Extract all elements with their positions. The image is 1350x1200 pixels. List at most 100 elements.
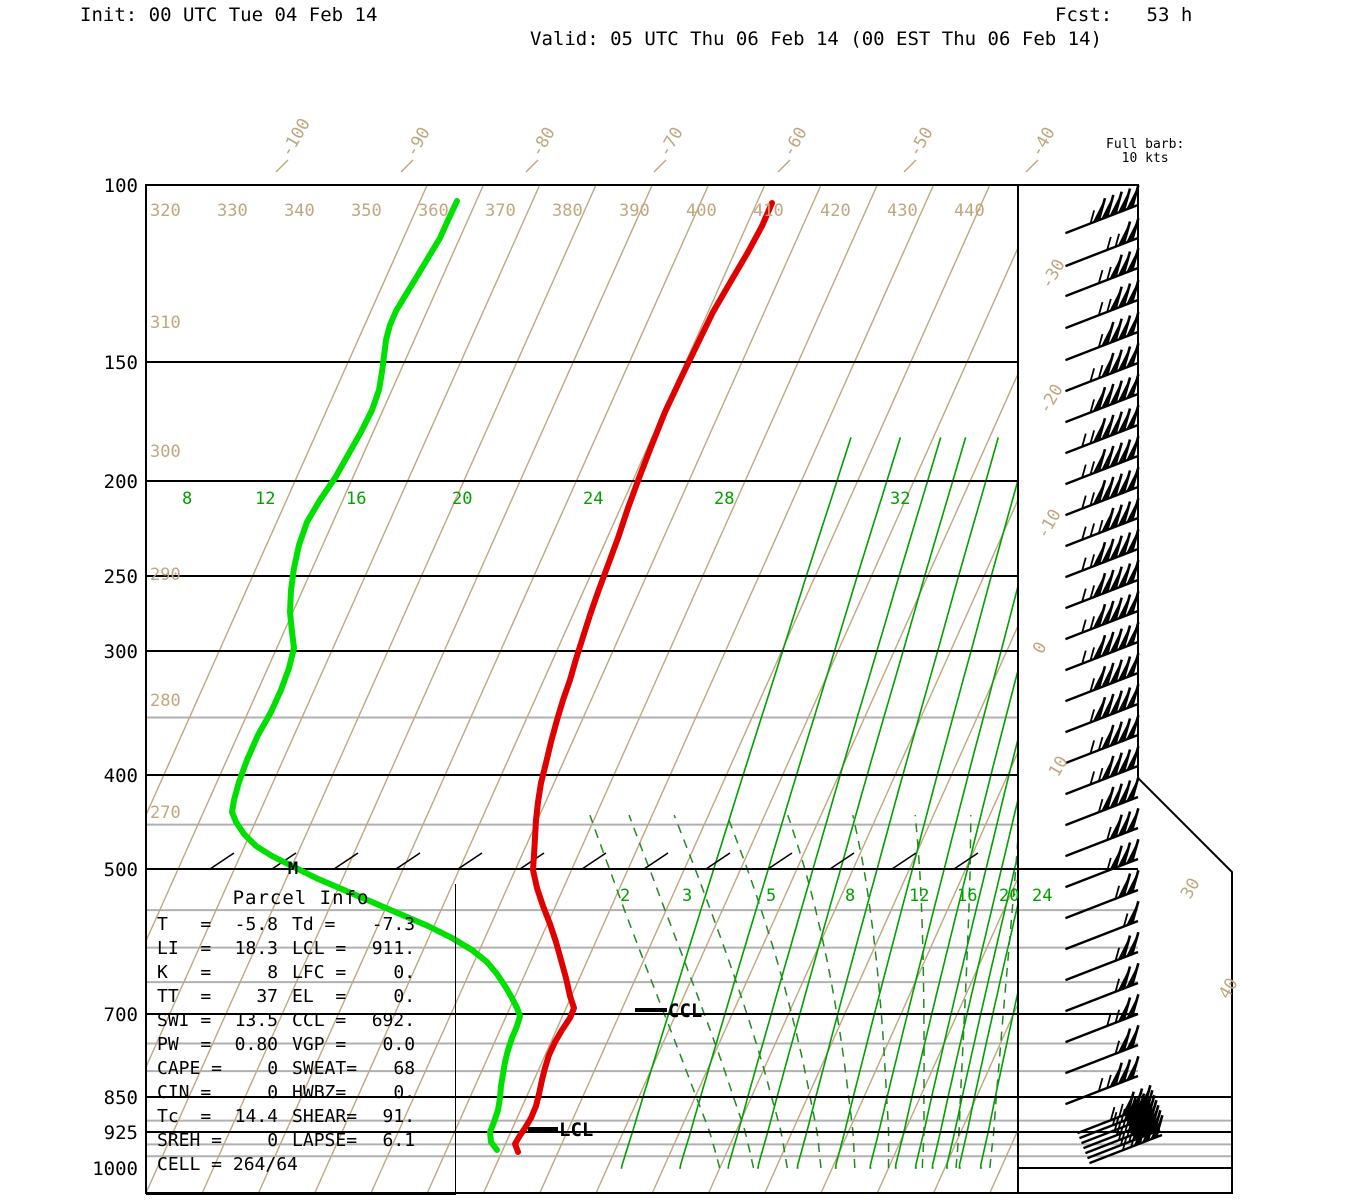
pressure-tick-300: 300 bbox=[104, 641, 138, 663]
temperature-curve bbox=[512, 200, 775, 1155]
wind-barb bbox=[1065, 1024, 1140, 1075]
top-temp-tick--100: -100 bbox=[277, 115, 315, 160]
parcel-info-title: Parcel Info bbox=[232, 887, 370, 909]
init-time-label: Init: 00 UTC Tue 04 Feb 14 bbox=[80, 4, 378, 26]
theta-label-380: 380 bbox=[552, 201, 583, 221]
parcel-cell-v1: 8 bbox=[267, 961, 279, 983]
wind-barb bbox=[1065, 466, 1140, 517]
parcel-cell-v2: 0.0 bbox=[382, 1033, 416, 1055]
mixing-ratio-20 bbox=[914, 735, 1018, 1169]
parcel-cell-v1: 0 bbox=[267, 1081, 279, 1103]
isotherm--40 bbox=[539, 185, 991, 1193]
ccl-annotation: CCL bbox=[635, 1000, 702, 1022]
wind-barb bbox=[1065, 931, 1140, 982]
top-temp-tick--60: -60 bbox=[779, 124, 812, 161]
mixing-label-upper-20: 20 bbox=[452, 489, 472, 509]
hatch-mark bbox=[705, 852, 731, 870]
hatch-mark bbox=[829, 852, 855, 870]
moist-adiabat-38 bbox=[989, 827, 1018, 1169]
theta-label-430: 430 bbox=[887, 201, 918, 221]
parcel-cell-v1: -5.8 bbox=[234, 913, 279, 935]
right-temp-tick-10: 10 bbox=[1045, 753, 1073, 781]
wind-barb bbox=[1065, 590, 1140, 641]
isotherm--70 bbox=[370, 185, 822, 1193]
isotherm-40 bbox=[989, 1128, 1018, 1193]
top-temp-tick-line bbox=[400, 159, 414, 173]
isotherm--10 bbox=[707, 498, 1018, 1193]
moist-adiabat-20 bbox=[852, 814, 890, 1168]
theta-label-390: 390 bbox=[619, 201, 650, 221]
theta-label-440: 440 bbox=[954, 201, 985, 221]
theta-label-270: 270 bbox=[150, 803, 181, 823]
wind-barb bbox=[1065, 962, 1140, 1013]
moist-adiabat-8 bbox=[726, 814, 822, 1169]
wind-barb bbox=[1065, 342, 1140, 393]
wind-barb bbox=[1065, 838, 1140, 889]
parcel-cell-v2: 6.1 bbox=[382, 1129, 416, 1151]
dewpoint-curve bbox=[229, 198, 523, 1153]
theta-labels-top: 320 330 340 350 360 370 380 390 400 410 420 430 440 bbox=[150, 201, 985, 221]
wind-barb bbox=[1065, 776, 1140, 827]
parcel-cell-k2: VGP = bbox=[292, 1033, 347, 1055]
isotherm--140 bbox=[146, 185, 428, 817]
dry-adiabat-290 bbox=[1318, 185, 1350, 1168]
lcl-annotation: LCL bbox=[528, 1119, 593, 1141]
parcel-cell-k2: EL = bbox=[292, 985, 347, 1007]
wind-barb bbox=[1065, 279, 1140, 330]
dry-adiabat-270 bbox=[1260, 185, 1350, 1168]
minor-isobar-lines bbox=[146, 716, 1232, 1158]
moist-adiabat--10 bbox=[589, 814, 721, 1169]
isotherm--20 bbox=[651, 372, 1018, 1193]
parcel-info-row: SREH = 0 LAPSE= 6.1 bbox=[157, 1128, 415, 1152]
svg-text:LCL: LCL bbox=[559, 1119, 593, 1141]
wind-barb bbox=[1065, 311, 1140, 362]
hatch-marks-500mb bbox=[209, 852, 979, 870]
theta-label-400: 400 bbox=[686, 201, 717, 221]
wind-barb bbox=[1065, 807, 1140, 858]
parcel-info-row: SWI = 13.5 CCL = 692. bbox=[157, 1008, 415, 1032]
parcel-cell-v2: -7.3 bbox=[371, 913, 416, 935]
isotherm--90 bbox=[257, 185, 710, 1193]
mixed-layer-marker: M bbox=[288, 859, 298, 879]
mixing-label-upper-8: 8 bbox=[182, 489, 192, 509]
mixing-ratio-8 bbox=[834, 477, 1018, 1169]
pressure-tick-400: 400 bbox=[104, 765, 138, 787]
hatch-mark bbox=[643, 852, 669, 870]
parcel-cell-k1: SWI = bbox=[157, 1009, 212, 1031]
right-temp-tick-0: 0 bbox=[1029, 639, 1051, 658]
top-temp-tick--70: -70 bbox=[655, 124, 688, 161]
parcel-cell-v2: 68 bbox=[393, 1057, 416, 1079]
wind-barb bbox=[1065, 528, 1140, 579]
wind-barb bbox=[1065, 497, 1140, 548]
mixing-label-lower-3: 3 bbox=[682, 886, 692, 906]
parcel-info-row: CAPE = 0 SWEAT= 68 bbox=[157, 1056, 415, 1080]
theta-label-370: 370 bbox=[485, 201, 516, 221]
hatch-mark bbox=[953, 852, 979, 870]
mixing-label-upper-12: 12 bbox=[255, 489, 275, 509]
wind-barb bbox=[1065, 900, 1140, 951]
pressure-tick-150: 150 bbox=[104, 352, 138, 374]
parcel-cell-v1: 0.80 bbox=[234, 1033, 279, 1055]
dry-adiabat-260 bbox=[1231, 185, 1350, 1168]
moist-adiabat-lines bbox=[589, 814, 1018, 1169]
theta-label-280: 280 bbox=[150, 691, 181, 711]
isotherm--60 bbox=[426, 185, 878, 1193]
isotherm-20 bbox=[876, 876, 1018, 1193]
top-temp-tick-line bbox=[777, 159, 791, 173]
mixing-label-upper-32: 32 bbox=[890, 489, 910, 509]
theta-label-360: 360 bbox=[418, 201, 449, 221]
wind-barb bbox=[1065, 185, 1140, 235]
theta-label-420: 420 bbox=[820, 201, 851, 221]
theta-label-290: 290 bbox=[150, 565, 181, 585]
mixing-label-upper-16: 16 bbox=[346, 489, 366, 509]
wind-barb bbox=[1065, 621, 1140, 672]
wind-barb bbox=[1065, 869, 1140, 920]
parcel-cell-k1: LI = bbox=[157, 937, 212, 959]
parcel-cell-v1: 0 bbox=[267, 1057, 279, 1079]
mixing-ratio-2 bbox=[727, 437, 942, 1169]
wind-barb bbox=[1065, 247, 1140, 298]
wind-barb bbox=[1065, 993, 1140, 1044]
isotherm--100 bbox=[201, 185, 653, 1193]
parcel-cell-k2: SWEAT= bbox=[292, 1057, 358, 1079]
parcel-cell-v1: 18.3 bbox=[234, 937, 279, 959]
